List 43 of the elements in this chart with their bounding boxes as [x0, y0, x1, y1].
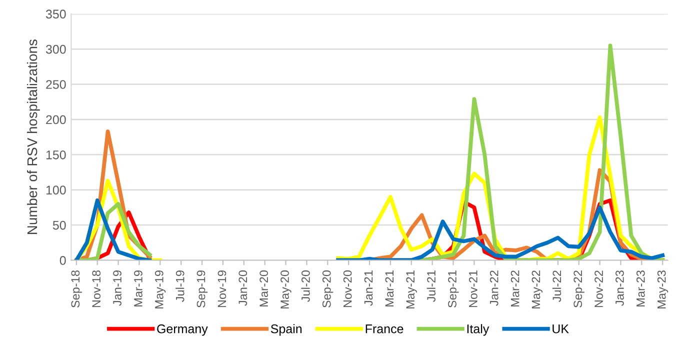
x-tick-label: Jul-19 [176, 270, 184, 302]
legend-label: Italy [467, 324, 490, 336]
legend-label: Spain [270, 324, 302, 336]
x-tick-label: Sep-21 [448, 270, 459, 308]
x-tick-label: Nov-19 [218, 270, 226, 308]
x-tick-label: Mar-21 [385, 270, 394, 306]
x-tick-label: May-21 [406, 270, 417, 308]
x-tick-label: Jul-21 [426, 270, 436, 302]
x-tick-label: Mar-22 [510, 270, 520, 306]
x-tick-label: Nov-18 [92, 270, 101, 308]
y-tick-label: 100 [46, 186, 66, 195]
y-tick-label: 350 [46, 10, 66, 19]
x-tick-label: May-20 [280, 270, 292, 308]
x-tick-label: May-19 [154, 270, 166, 308]
y-tick-label: 50 [52, 220, 66, 230]
x-tick-label: Sep-18 [71, 270, 82, 308]
y-tick-label: 250 [46, 80, 66, 89]
x-tick-label: Jan-22 [490, 270, 498, 306]
x-tick-label: Nov-20 [343, 270, 352, 308]
y-axis-title: Number of RSV hospitalizations [26, 40, 40, 234]
y-tick-label: 300 [46, 44, 66, 54]
x-tick-label: Jan-23 [616, 270, 624, 306]
y-tick-label: 0 [60, 256, 66, 265]
x-tick-label: Jul-22 [552, 270, 562, 302]
legend-label: UK [552, 324, 569, 334]
x-tick-label: Jul-20 [301, 270, 310, 302]
x-tick-label: May-22 [532, 270, 542, 308]
x-tick-label: Mar-23 [636, 270, 645, 306]
x-tick-label: Jan-21 [364, 270, 373, 306]
x-tick-label: Nov-21 [468, 270, 478, 308]
x-tick-label: May-23 [657, 270, 668, 308]
x-tick-label: Sep-22 [574, 270, 584, 308]
legend-label: Germany [157, 324, 208, 336]
x-tick-label: Sep-20 [322, 270, 334, 308]
y-tick-label: 150 [46, 150, 66, 160]
x-tick-label: Mar-20 [260, 270, 268, 306]
x-tick-label: Jan-20 [238, 270, 248, 306]
x-tick-label: Sep-19 [196, 270, 208, 308]
x-tick-label: Jan-19 [113, 270, 122, 306]
x-tick-label: Mar-19 [134, 270, 142, 306]
y-tick-label: 200 [46, 115, 66, 124]
x-tick-label: Nov-22 [594, 270, 603, 308]
legend-label: France [366, 324, 404, 334]
